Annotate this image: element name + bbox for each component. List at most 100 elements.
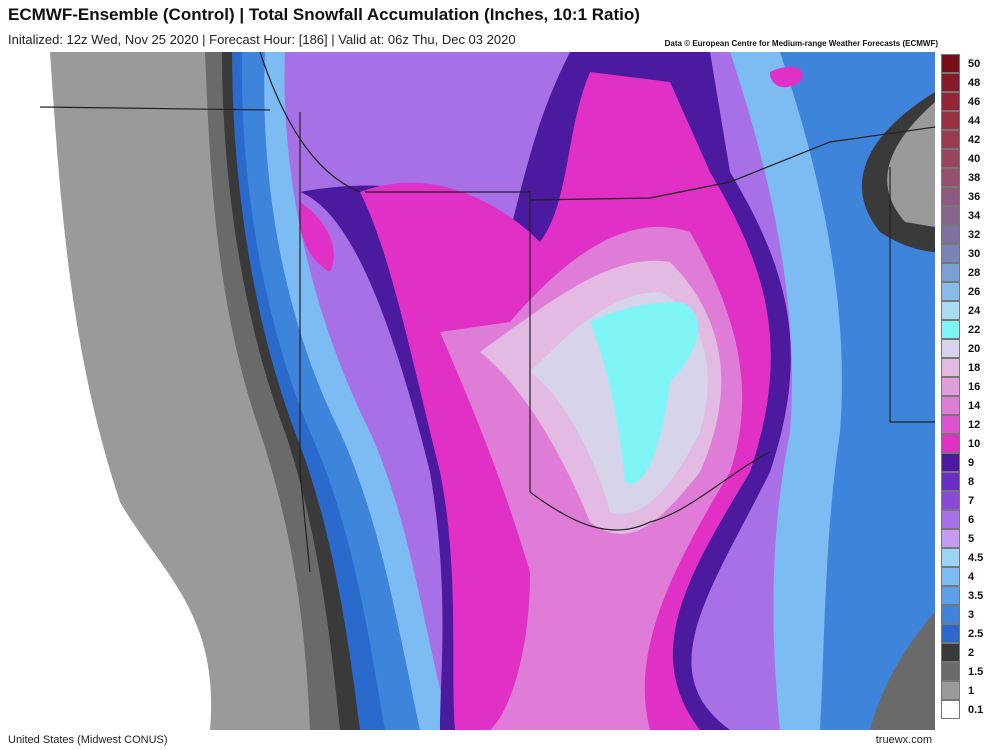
legend-label: 18: [968, 361, 981, 374]
legend-row: 6: [941, 510, 997, 529]
legend-swatch: [941, 643, 960, 662]
legend-row: 2: [941, 643, 997, 662]
legend-row: 4: [941, 567, 997, 586]
legend-row: 1.5: [941, 662, 997, 681]
legend-row: 32: [941, 225, 997, 244]
legend-label: 30: [968, 247, 981, 260]
legend-label: 24: [968, 304, 981, 317]
legend-label: 34: [968, 209, 981, 222]
legend-label: 8: [968, 475, 975, 488]
legend-swatch: [941, 168, 960, 187]
legend-row: 2.5: [941, 624, 997, 643]
legend-label: 14: [968, 399, 981, 412]
legend-label: 38: [968, 171, 981, 184]
legend-label: 4: [968, 570, 975, 583]
legend-row: 46: [941, 92, 997, 111]
legend-row: 24: [941, 301, 997, 320]
legend-label: 10: [968, 437, 981, 450]
legend-swatch: [941, 358, 960, 377]
legend-swatch: [941, 681, 960, 700]
legend-swatch: [941, 491, 960, 510]
legend: 50 48 46 44 42 40 38 36 34 32 30 28 26 24 22 20 18 16 14 12…: [941, 54, 997, 719]
legend-swatch: [941, 301, 960, 320]
legend-label: 36: [968, 190, 981, 203]
legend-swatch: [941, 263, 960, 282]
legend-swatch: [941, 586, 960, 605]
legend-row: 3: [941, 605, 997, 624]
legend-swatch: [941, 700, 960, 719]
legend-label: 16: [968, 380, 981, 393]
legend-label: 6: [968, 513, 975, 526]
legend-row: 44: [941, 111, 997, 130]
legend-swatch: [941, 244, 960, 263]
legend-swatch: [941, 206, 960, 225]
legend-label: 3.5: [968, 589, 984, 602]
legend-swatch: [941, 472, 960, 491]
legend-row: 34: [941, 206, 997, 225]
logo-name: trueWeather: [14, 680, 174, 713]
legend-label: 12: [968, 418, 981, 431]
legend-swatch: [941, 282, 960, 301]
title: ECMWF-Ensemble (Control) | Total Snowfal…: [8, 5, 640, 24]
legend-swatch: [941, 130, 960, 149]
legend-swatch: [941, 54, 960, 73]
logo: trueWeather One Platform. One Solution.: [14, 680, 205, 725]
legend-swatch: [941, 434, 960, 453]
legend-label: 46: [968, 95, 981, 108]
legend-swatch: [941, 605, 960, 624]
legend-label: 0.1: [968, 703, 984, 716]
logo-tagline: One Platform. One Solution.: [42, 710, 205, 725]
legend-label: 7: [968, 494, 975, 507]
legend-row: 9: [941, 453, 997, 472]
legend-label: 40: [968, 152, 981, 165]
legend-row: 38: [941, 168, 997, 187]
legend-swatch: [941, 320, 960, 339]
legend-swatch: [941, 339, 960, 358]
legend-label: 3: [968, 608, 975, 621]
legend-row: 28: [941, 263, 997, 282]
legend-swatch: [941, 92, 960, 111]
legend-row: 40: [941, 149, 997, 168]
legend-label: 2: [968, 646, 975, 659]
legend-label: 1.5: [968, 665, 984, 678]
legend-row: 4.5: [941, 548, 997, 567]
legend-label: 5: [968, 532, 975, 545]
legend-row: 5: [941, 529, 997, 548]
legend-swatch: [941, 624, 960, 643]
legend-swatch: [941, 662, 960, 681]
legend-row: 3.5: [941, 586, 997, 605]
legend-row: 10: [941, 434, 997, 453]
legend-label: 28: [968, 266, 981, 279]
legend-label: 9: [968, 456, 975, 469]
legend-row: 26: [941, 282, 997, 301]
legend-row: 48: [941, 73, 997, 92]
subtitle: Initalized: 12z Wed, Nov 25 2020 | Forec…: [8, 32, 516, 47]
legend-swatch: [941, 567, 960, 586]
legend-row: 7: [941, 491, 997, 510]
legend-swatch: [941, 111, 960, 130]
legend-row: 36: [941, 187, 997, 206]
legend-row: 1: [941, 681, 997, 700]
legend-swatch: [941, 73, 960, 92]
legend-row: 16: [941, 377, 997, 396]
legend-row: 22: [941, 320, 997, 339]
legend-label: 2.5: [968, 627, 984, 640]
legend-row: 42: [941, 130, 997, 149]
footer-site: truewx.com: [875, 734, 932, 746]
data-credit: Data © European Centre for Medium-range …: [664, 39, 938, 48]
legend-row: 30: [941, 244, 997, 263]
legend-swatch: [941, 529, 960, 548]
legend-label: 32: [968, 228, 981, 241]
legend-label: 22: [968, 323, 981, 336]
legend-label: 50: [968, 57, 981, 70]
legend-swatch: [941, 510, 960, 529]
legend-row: 8: [941, 472, 997, 491]
legend-swatch: [941, 415, 960, 434]
legend-label: 48: [968, 76, 981, 89]
legend-label: 26: [968, 285, 981, 298]
legend-swatch: [941, 453, 960, 472]
legend-swatch: [941, 225, 960, 244]
legend-row: 14: [941, 396, 997, 415]
legend-row: 20: [941, 339, 997, 358]
